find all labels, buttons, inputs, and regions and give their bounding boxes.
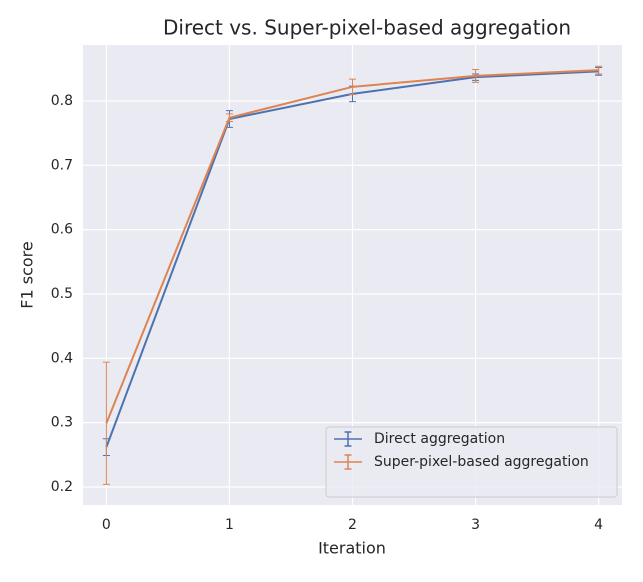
x-tick-label: 2 [348,517,357,533]
x-tick-label: 0 [102,517,111,533]
error-bar [595,65,603,75]
y-tick-label: 0.4 [51,350,73,366]
legend-label: Direct aggregation [374,431,505,447]
y-tick-label: 0.7 [51,157,73,173]
chart-title: Direct vs. Super-pixel-based aggregation [163,16,571,40]
x-tick-label: 1 [225,517,234,533]
y-tick-label: 0.5 [51,286,73,302]
legend: Direct aggregation Super-pixel-based aggr… [325,426,618,498]
y-tick-label: 0.6 [51,222,73,238]
x-tick-label: 3 [471,517,480,533]
line [105,69,599,424]
legend-swatch [334,431,362,447]
marks [102,65,603,485]
legend-swatch [334,454,362,470]
x-axis-label: Iteration [318,539,386,558]
error-bar [102,361,110,485]
y-tick-label: 0.8 [51,93,73,109]
y-tick-label: 0.2 [51,479,73,495]
legend-box [325,426,618,498]
legend-label: Super-pixel-based aggregation [374,454,589,470]
x-tick-label: 4 [594,517,603,533]
y-tick-label: 0.3 [51,415,73,431]
y-axis-label: F1 score [18,241,37,308]
grid: 0.2 0.3 0.4 0.5 0.6 0.7 0.8 0 1 2 3 4 [51,45,622,533]
